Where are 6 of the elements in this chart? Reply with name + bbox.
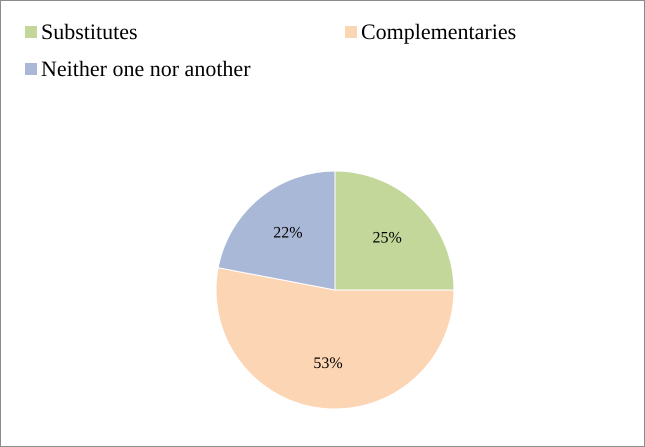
legend-label: Complementaries xyxy=(361,18,516,44)
legend-label: Substitutes xyxy=(41,18,138,44)
legend-label: Neither one nor another xyxy=(41,56,251,82)
data-label: 25% xyxy=(372,229,402,246)
data-label: 53% xyxy=(313,354,343,372)
data-label: 22% xyxy=(273,224,303,242)
